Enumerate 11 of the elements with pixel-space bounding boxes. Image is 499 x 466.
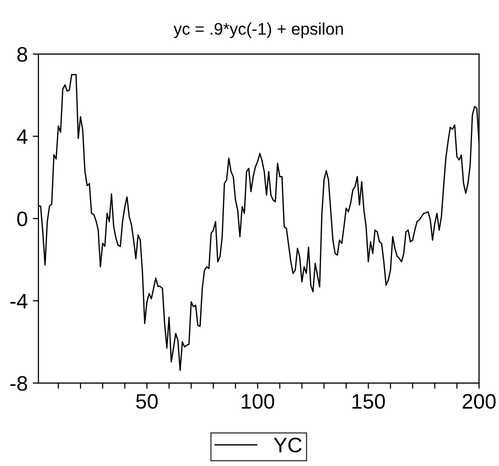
- y-tick-label: 0: [17, 212, 28, 226]
- x-tick-label: 50: [136, 394, 158, 409]
- y-tick-label: -8: [10, 376, 28, 391]
- x-tick-label: 100: [242, 394, 274, 409]
- x-tick-label: 200: [462, 394, 496, 409]
- y-tick-label: 4: [16, 130, 28, 144]
- x-tick-label: 150: [352, 394, 385, 409]
- chart-title: yc = .9*yc(-1) + epsilon: [174, 22, 343, 38]
- legend-label: YC: [274, 438, 302, 452]
- y-tick-label: -4: [10, 294, 28, 308]
- y-tick-label: 8: [17, 47, 28, 62]
